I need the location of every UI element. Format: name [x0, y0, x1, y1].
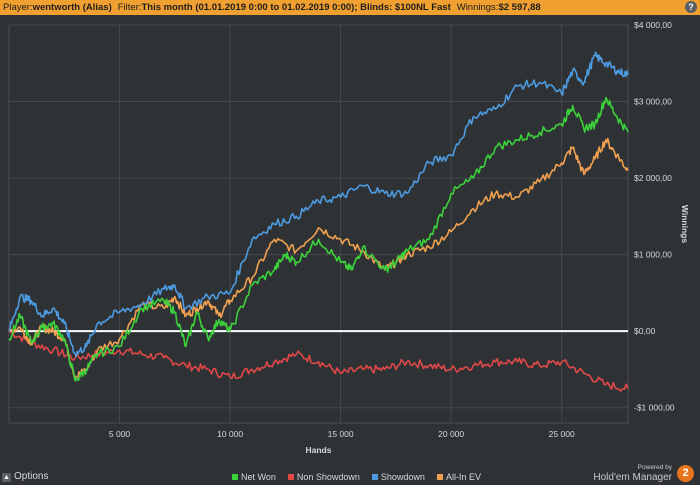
y-tick-label: $2 000,00	[634, 173, 672, 183]
filter-label: Filter:	[117, 2, 142, 13]
options-label: Options	[14, 471, 49, 482]
y-tick-label: $3 000,00	[634, 97, 672, 107]
series-line-net-won	[8, 96, 629, 382]
filter-value: This month (01.01.2019 0:00 to 01.02.201…	[141, 2, 451, 13]
legend-swatch	[287, 474, 294, 480]
winnings-label: Winnings:	[456, 2, 499, 13]
product-name: Hold'em Manager	[593, 472, 672, 483]
winnings-value: $2 597,88	[498, 2, 541, 13]
x-tick-label: 5 000	[109, 429, 131, 439]
player-value: wentworth (Alias)	[32, 2, 112, 13]
legend-item[interactable]: Net Won	[232, 472, 276, 482]
hm2-logo: 2	[677, 465, 694, 482]
chevron-up-icon: ▲	[2, 473, 11, 482]
y-tick-label: -$1 000,00	[634, 403, 675, 413]
filter-bar: Player:wentworth (Alias) Filter:This mont…	[0, 0, 700, 15]
legend-item[interactable]: Showdown	[371, 472, 425, 482]
legend-label: Non Showdown	[296, 472, 360, 482]
chart-legend: Net Won Non Showdown Showdown All-In EV	[232, 472, 493, 482]
options-toggle[interactable]: ▲ Options	[2, 470, 48, 484]
legend-label: Net Won	[241, 472, 276, 482]
legend-swatch	[436, 474, 443, 480]
x-tick-label: 10 000	[217, 429, 243, 439]
player-label: Player:	[3, 2, 33, 13]
legend-swatch	[232, 474, 238, 480]
help-icon[interactable]: ?	[685, 1, 697, 13]
legend-item[interactable]: All-In EV	[436, 472, 481, 482]
series-line-showdown	[8, 51, 629, 358]
legend-item[interactable]: Non Showdown	[287, 472, 360, 482]
x-tick-label: 20 000	[438, 429, 464, 439]
winnings-graph: 5 000 10 000 15 000 20 000 25 000 $4 000,00 $3…	[8, 20, 690, 455]
legend-label: Showdown	[380, 472, 425, 482]
plot-area	[8, 24, 629, 424]
x-tick-label: 15 000	[328, 429, 354, 439]
x-axis-title: Hands	[306, 445, 332, 455]
x-tick-label: 25 000	[549, 429, 575, 439]
y-tick-label: $0,00	[634, 326, 656, 336]
y-tick-label: $1 000,00	[634, 250, 672, 260]
y-axis-title: Winnings	[680, 205, 690, 243]
y-tick-label: $4 000,00	[634, 20, 672, 30]
legend-label: All-In EV	[445, 472, 481, 482]
series-line-non-showdown	[8, 330, 629, 392]
legend-swatch	[371, 474, 378, 480]
powered-by: Powered by Hold'em Manager	[593, 463, 672, 483]
powered-by-label: Powered by	[637, 464, 672, 471]
